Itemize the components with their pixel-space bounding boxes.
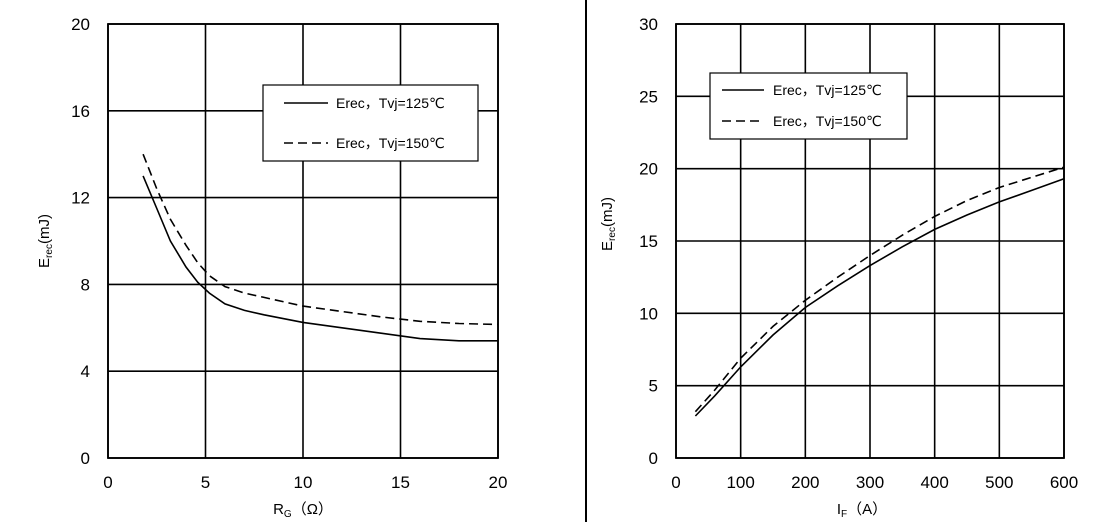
x-tick-label: 200 bbox=[791, 473, 819, 492]
x-axis-label-unit: （Ω） bbox=[292, 501, 333, 518]
x-axis-label-main: I bbox=[837, 501, 841, 518]
y-tick-label: 25 bbox=[639, 87, 658, 106]
y-tick-label: 4 bbox=[81, 362, 90, 381]
series-line-tvj125 bbox=[142, 175, 498, 342]
legend-box bbox=[709, 72, 908, 140]
plot-frame bbox=[675, 23, 1065, 459]
y-tick-label: 15 bbox=[639, 232, 658, 251]
x-tick-label: 20 bbox=[489, 473, 508, 492]
x-tick-label: 600 bbox=[1050, 473, 1078, 492]
y-axis-label-main: E bbox=[599, 241, 616, 251]
x-axis-label-sub: G bbox=[284, 509, 292, 520]
y-tick-label: 20 bbox=[639, 160, 658, 179]
x-axis-label-sub: F bbox=[841, 509, 847, 520]
x-tick-label: 5 bbox=[201, 473, 210, 492]
legend-label: Erec，Tvj=150℃ bbox=[336, 135, 445, 151]
x-tick-label: 0 bbox=[671, 473, 680, 492]
y-axis-label-unit: (mJ) bbox=[599, 197, 616, 227]
y-tick-label: 20 bbox=[71, 15, 90, 34]
y-tick-label: 5 bbox=[649, 377, 658, 396]
y-axis-label-unit: (mJ) bbox=[36, 214, 53, 244]
legend-label: Erec，Tvj=125℃ bbox=[336, 95, 445, 111]
y-tick-label: 8 bbox=[81, 275, 90, 294]
y-axis-label-main: E bbox=[36, 258, 53, 268]
x-tick-label: 500 bbox=[985, 473, 1013, 492]
y-tick-label: 0 bbox=[649, 449, 658, 468]
legend-label: Erec，Tvj=150℃ bbox=[773, 113, 882, 129]
x-tick-label: 0 bbox=[103, 473, 112, 492]
legend: Erec，Tvj=125℃ Erec，Tvj=150℃ bbox=[709, 72, 908, 140]
y-axis-label-sub: rec bbox=[44, 244, 55, 258]
series-line-tvj125 bbox=[694, 178, 1065, 417]
chart-right: 0 100 200 300 400 500 600 0 5 10 15 20 25 30 Erec，Tvj=… bbox=[599, 15, 1078, 520]
y-tick-label: 30 bbox=[639, 15, 658, 34]
y-tick-label: 16 bbox=[71, 102, 90, 121]
x-axis-label: RG（Ω） bbox=[273, 501, 333, 520]
y-axis-label-sub: rec bbox=[607, 227, 618, 241]
chart-left: 0 5 10 15 20048121620Erec，Tvj=125℃Erec，Tvj=1… bbox=[36, 15, 507, 520]
y-axis-label: Erec(mJ) bbox=[36, 214, 55, 268]
x-axis-label-main: R bbox=[273, 501, 284, 518]
y-tick-label: 0 bbox=[81, 449, 90, 468]
y-tick-label: 12 bbox=[71, 189, 90, 208]
x-tick-label: 15 bbox=[391, 473, 410, 492]
x-tick-label: 300 bbox=[856, 473, 884, 492]
x-axis-label: IF（A） bbox=[837, 501, 887, 520]
series-line-tvj150 bbox=[142, 153, 499, 326]
x-tick-label: 100 bbox=[726, 473, 754, 492]
legend-box bbox=[262, 84, 479, 162]
series-line-tvj150 bbox=[694, 166, 1065, 413]
legend: Erec，Tvj=125℃ Erec，Tvj=150℃ bbox=[262, 84, 479, 162]
y-axis-label: Erec(mJ) bbox=[599, 197, 618, 251]
y-tick-label: 10 bbox=[639, 304, 658, 323]
plot-frame bbox=[107, 23, 499, 459]
x-tick-label: 400 bbox=[920, 473, 948, 492]
legend-label: Erec，Tvj=125℃ bbox=[773, 82, 882, 98]
x-axis-label-unit: （A） bbox=[847, 501, 887, 518]
x-tick-label: 10 bbox=[294, 473, 313, 492]
